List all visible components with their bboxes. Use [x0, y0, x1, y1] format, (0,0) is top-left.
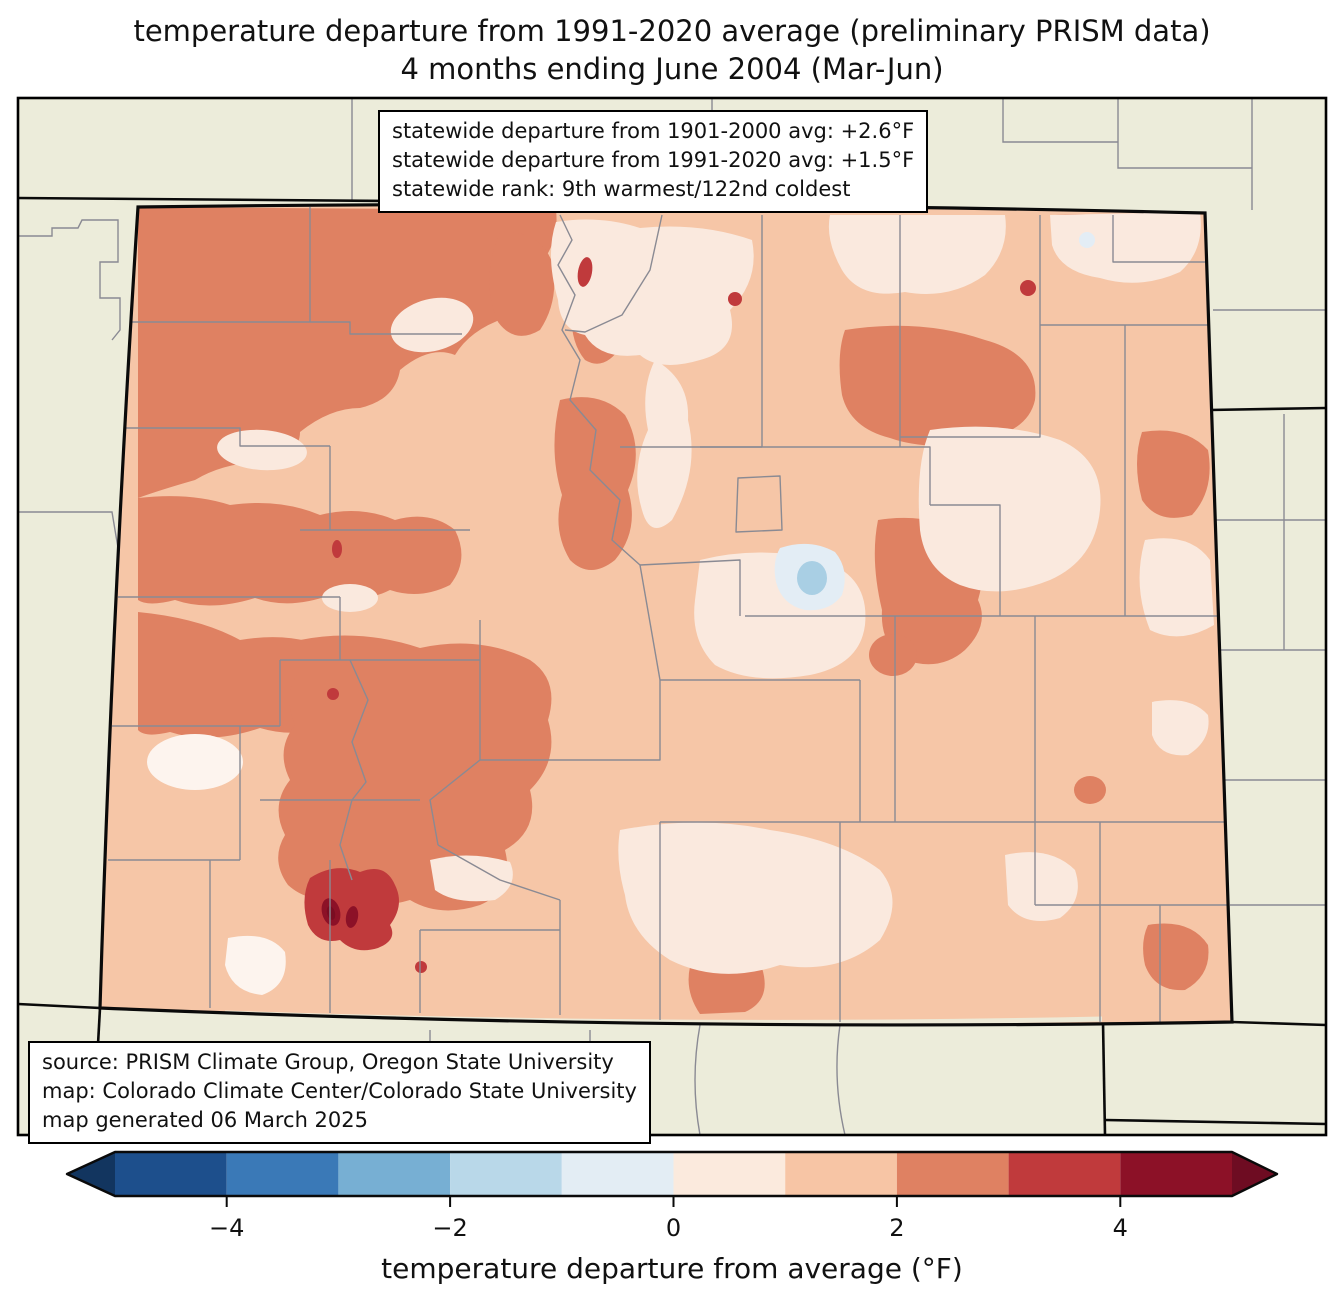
colorbar-segment [115, 1152, 227, 1196]
map-frame [16, 96, 1328, 1137]
colorbar-tick-label: −2 [432, 1214, 467, 1242]
colorbar-segment [785, 1152, 897, 1196]
colorbar-segment [561, 1152, 674, 1196]
colorbar-tick-label: 0 [666, 1214, 681, 1242]
colorbar-segment [1008, 1152, 1121, 1196]
colorbar-segment [1120, 1152, 1232, 1196]
contour-0to1-regions [217, 212, 1214, 974]
colorbar-segment [226, 1152, 339, 1196]
colorbar-axis-label: temperature departure from average (°F) [381, 1252, 963, 1285]
colorbar-tick-label: 2 [889, 1214, 904, 1242]
source-attribution-box: source: PRISM Climate Group, Oregon Stat… [28, 1041, 651, 1144]
map-credit-line: map: Colorado Climate Center/Colorado St… [42, 1079, 637, 1103]
colorbar-right-arrow [1232, 1152, 1277, 1196]
colorbar-tick-label: 4 [1113, 1214, 1128, 1242]
colorbar-segment [450, 1152, 562, 1196]
contour-minus1tominus2-core [797, 561, 827, 595]
colorbar-tick-label: −4 [209, 1214, 244, 1242]
colorbar: −4 −2 0 2 4 temperature departure from a… [65, 1150, 1279, 1285]
colorbar-segment [896, 1152, 1009, 1196]
contour-white-patches [147, 734, 286, 995]
colorbar-segment [673, 1152, 786, 1196]
figure-title: temperature departure from 1991-2020 ave… [0, 12, 1344, 88]
stats-line-1991-2020: statewide departure from 1991-2020 avg: … [392, 148, 915, 172]
colorbar-outline [65, 1150, 1279, 1198]
generated-date-line: map generated 06 March 2025 [42, 1108, 369, 1132]
colorado-contours [100, 204, 1232, 1025]
stats-line-1901-2000: statewide departure from 1901-2000 avg: … [392, 119, 915, 143]
stats-line-rank: statewide rank: 9th warmest/122nd coldes… [392, 177, 851, 201]
colorbar-ticks [225, 1196, 1122, 1207]
source-line: source: PRISM Climate Group, Oregon Stat… [42, 1050, 614, 1074]
colorado-county-lines [108, 207, 1228, 1022]
colorbar-left-arrow [67, 1152, 115, 1196]
statewide-stats-box: statewide departure from 1901-2000 avg: … [378, 110, 929, 213]
figure-title-line2: 4 months ending June 2004 (Mar-Jun) [400, 52, 944, 86]
contour-5plus-core [326, 906, 336, 920]
figure-title-line1: temperature departure from 1991-2020 ave… [133, 14, 1211, 48]
colorbar-segment [338, 1152, 451, 1196]
